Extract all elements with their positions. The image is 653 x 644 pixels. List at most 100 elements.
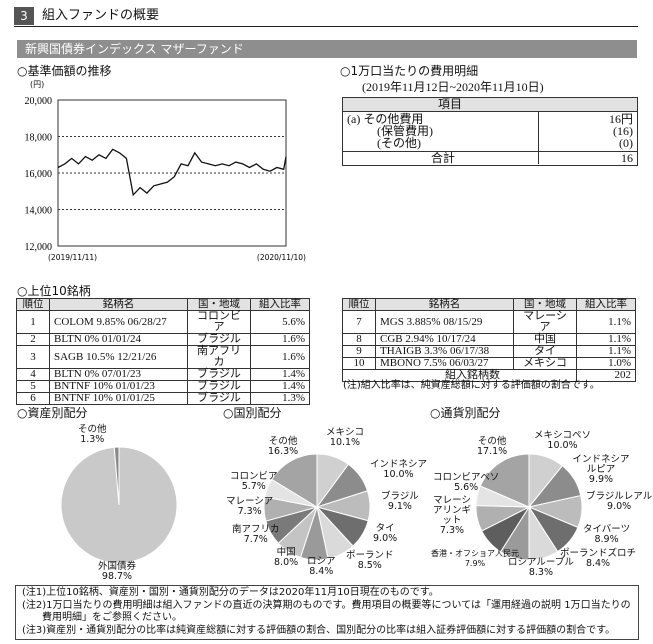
pie-label-name: 南アフリカ bbox=[232, 524, 280, 535]
pie-slice bbox=[113, 446, 120, 506]
col-name: 銘柄名 bbox=[49, 298, 188, 311]
section-title: 組入ファンドの概要 bbox=[42, 8, 160, 23]
cost-period: (2019年11月12日~2020年11月10日) bbox=[362, 80, 544, 94]
pie-label: タイ 9.0% bbox=[373, 524, 397, 544]
pie-label-value: 8.3% bbox=[528, 567, 553, 578]
rank-cell: 1 bbox=[16, 310, 50, 334]
country-cell: コロンビア bbox=[187, 310, 251, 334]
cost-rows: (a) その他費用 16円 (保管費用) (16) (その他) (0) bbox=[343, 112, 637, 164]
country-cell: ブラジル bbox=[187, 333, 251, 346]
ratio-cell: 1.1% bbox=[576, 345, 636, 358]
rank-cell: 3 bbox=[16, 345, 50, 369]
holdings-count-label: 組入銘柄数 bbox=[342, 369, 577, 382]
cost-row-value: (0) bbox=[619, 136, 633, 150]
rank-cell: 8 bbox=[342, 333, 376, 346]
pie-label-name: マレーシアリンギット bbox=[432, 495, 471, 526]
ratio-cell: 1.0% bbox=[576, 357, 636, 370]
col-country: 国・地域 bbox=[513, 298, 577, 311]
rank-cell: 6 bbox=[16, 392, 50, 405]
name-cell: MBONO 7.5% 06/03/27 bbox=[375, 357, 514, 370]
cost-row-label: (保管費用) bbox=[377, 124, 433, 138]
pie-label-value: 7.3% bbox=[439, 525, 465, 536]
col-rank: 順位 bbox=[16, 298, 50, 311]
name-cell: BLTN 0% 07/01/23 bbox=[49, 368, 188, 381]
pie-label-value: 98.7% bbox=[101, 571, 133, 582]
pie-label-value: 7.7% bbox=[243, 534, 268, 545]
footnote: 費用明細」をご参照ください。 bbox=[22, 612, 182, 623]
pie-label: メキシコ 10.1% bbox=[326, 428, 364, 448]
pie-label-name: タイバーツ bbox=[583, 524, 631, 535]
country-pie-chart bbox=[263, 453, 371, 561]
name-cell: MGS 3.885% 08/15/29 bbox=[375, 310, 514, 334]
pie-label-name: その他 bbox=[268, 436, 298, 447]
footnote: (注1)上位10銘柄、資産別・国別・通貨別配分のデータは2020年11月10日現… bbox=[22, 587, 439, 598]
cost-row-label: (その他) bbox=[377, 136, 421, 150]
footnote: (注2)1万口当たりの費用明細は組入ファンドの直近の決算期のものです。費用項目の… bbox=[22, 599, 631, 611]
y-tick-label: 20,000 bbox=[25, 96, 53, 107]
pie-label-name: その他 bbox=[78, 424, 107, 435]
pie-label-name: マレーシア bbox=[226, 496, 274, 507]
cost-total-row: 合計 16 bbox=[343, 151, 637, 165]
rank-cell: 7 bbox=[342, 310, 376, 334]
pie-label-name: その他 bbox=[477, 436, 507, 447]
ratio-cell: 1.6% bbox=[250, 333, 310, 346]
cost-total-value: 16 bbox=[621, 151, 633, 165]
ratio-cell: 1.4% bbox=[250, 380, 310, 393]
pie-label: 外国債券 98.7% bbox=[98, 562, 136, 582]
top10-title: ○上位10銘柄 bbox=[17, 284, 91, 298]
pie-label: マレーシア 7.3% bbox=[226, 497, 273, 517]
table-row: 2 BLTN 0% 01/01/24 ブラジル 1.6% bbox=[16, 333, 310, 346]
pie-label-value: 10.0% bbox=[547, 440, 578, 451]
pie-label-value: 9.0% bbox=[607, 501, 632, 512]
table-header-row: 順位 銘柄名 国・地域 組入比率 bbox=[16, 298, 310, 311]
pie-label-name: ロシア bbox=[307, 556, 336, 567]
ratio-cell: 5.6% bbox=[250, 310, 310, 334]
nav-series-line bbox=[57, 148, 287, 197]
table-row: 6 BNTNF 10% 01/01/25 ブラジル 1.3% bbox=[16, 392, 310, 405]
ratio-cell: 1.6% bbox=[250, 345, 310, 369]
pie-label-value: 8.9% bbox=[594, 534, 619, 545]
pie-label: ロシアルーブル 8.3% bbox=[508, 558, 574, 578]
y-tick-label: 12,000 bbox=[25, 242, 53, 253]
nav-chart-unit: (円) bbox=[30, 80, 45, 89]
ratio-cell: 1.3% bbox=[250, 392, 310, 405]
cost-header: 項目 bbox=[343, 98, 637, 112]
pie-label-name: ブラジル bbox=[381, 491, 419, 502]
asset-pie-chart bbox=[60, 446, 178, 564]
pie-slice bbox=[479, 453, 530, 508]
table-row: 10 MBONO 7.5% 06/03/27 メキシコ 1.0% bbox=[342, 357, 636, 370]
pie-label: ポーランド 8.5% bbox=[346, 551, 394, 571]
pie-label: ポーランドズロチ 8.4% bbox=[560, 549, 636, 569]
pie-label: 南アフリカ 7.7% bbox=[232, 525, 280, 545]
pie-label: その他 16.3% bbox=[268, 437, 298, 457]
pie-label: 中国 8.0% bbox=[274, 548, 298, 568]
col-name: 銘柄名 bbox=[375, 298, 514, 311]
country-pie-title: ○国別配分 bbox=[223, 406, 282, 420]
pie-label-value: 5.7% bbox=[241, 481, 266, 492]
pie-label: ブラジル 9.1% bbox=[381, 492, 419, 512]
pie-label-value: 8.4% bbox=[309, 566, 334, 577]
pie-label-name: ブラジルレアル bbox=[586, 491, 653, 502]
pie-label-value: 7.3% bbox=[237, 506, 262, 517]
pie-label: インドネシアルピア 9.9% bbox=[570, 455, 632, 485]
x-tick-label: (2020/11/10) bbox=[257, 253, 306, 262]
table-row: 8 CGB 2.94% 10/17/24 中国 1.1% bbox=[342, 333, 636, 346]
table-row: 3 SAGB 10.5% 12/21/26 南アフリカ 1.6% bbox=[16, 345, 310, 369]
cost-title: ○1万口当たりの費用明細 bbox=[340, 64, 479, 78]
pie-label-value: 10.0% bbox=[383, 469, 414, 480]
pie-label-value: 8.5% bbox=[357, 560, 382, 571]
pie-label-value: 9.9% bbox=[588, 474, 614, 485]
pie-label-value: 16.3% bbox=[268, 446, 299, 457]
rank-cell: 9 bbox=[342, 345, 376, 358]
pie-label-name: コロンビアペソ bbox=[433, 472, 500, 483]
pie-label: コロンビア 5.7% bbox=[230, 472, 278, 492]
country-cell: メキシコ bbox=[513, 357, 577, 370]
section-number: 3 bbox=[14, 7, 34, 25]
cost-row-value: (16) bbox=[613, 124, 633, 138]
holdings-count-row: 組入銘柄数 202 bbox=[342, 369, 636, 382]
name-cell: SAGB 10.5% 12/21/26 bbox=[49, 345, 188, 369]
holdings-count-value: 202 bbox=[576, 369, 636, 382]
name-cell: BNTNF 10% 01/01/25 bbox=[49, 392, 188, 405]
name-cell: BLTN 0% 01/01/24 bbox=[49, 333, 188, 346]
ratio-cell: 1.1% bbox=[576, 310, 636, 334]
